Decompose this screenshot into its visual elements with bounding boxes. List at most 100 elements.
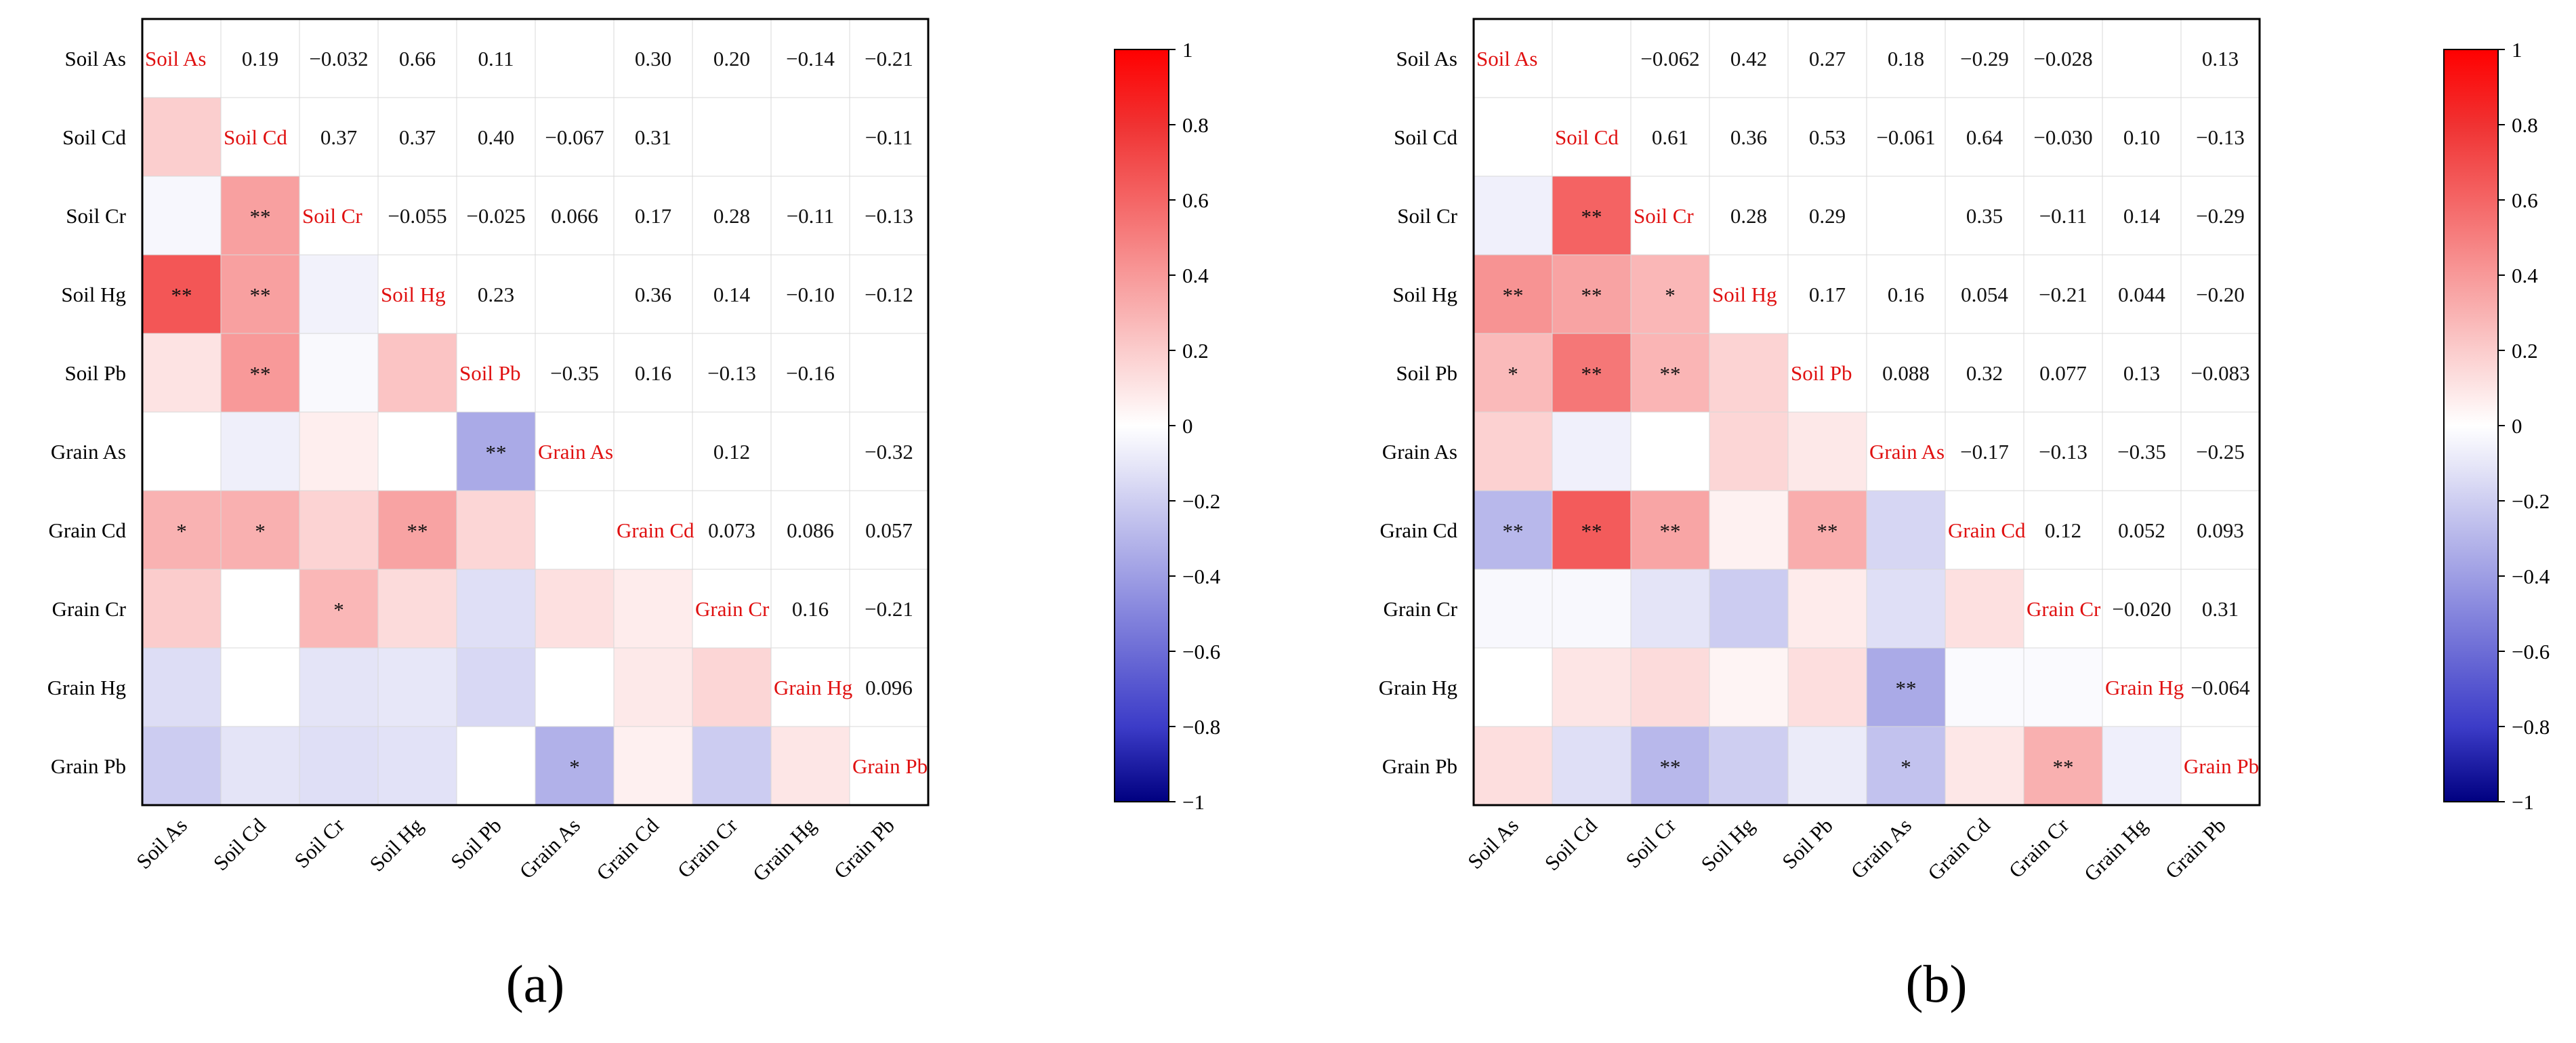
- panel-b-cell-grain-pb-soil-cd: [1552, 726, 1632, 806]
- panel-a-cell-grain-hg-grain-as: [535, 647, 615, 727]
- panel-a-value-soil-hg-grain-hg: −0.10: [786, 283, 835, 306]
- panel-a-col-label-soil-as: Soil As: [131, 813, 192, 874]
- panel-a-value-soil-cr-grain-as: 0.066: [551, 204, 598, 228]
- panel-a-cell-grain-hg-soil-cr: [299, 647, 379, 727]
- panel-b-row-label-grain-cd: Grain Cd: [1379, 518, 1457, 542]
- panel-a-value-grain-as-grain-cr: 0.12: [713, 440, 750, 464]
- panel-b-significance-grain-cd-soil-cd: **: [1581, 519, 1602, 543]
- panel-b-row-label-grain-pb: Grain Pb: [1382, 754, 1457, 778]
- panel-b-value-grain-as-grain-pb: −0.25: [2196, 440, 2245, 464]
- cbar-a-tick-label: 1: [1182, 38, 1193, 62]
- panel-b-value-soil-cr-grain-cr: −0.11: [2039, 204, 2087, 228]
- panel-b-col-label-grain-cr: Grain Cr: [2004, 813, 2074, 883]
- cbar-b-tick-label: 0.6: [2512, 188, 2538, 212]
- panel-b-value-soil-hg-grain-pb: −0.20: [2196, 283, 2245, 306]
- panel-a-value-grain-hg-grain-pb: 0.096: [865, 676, 913, 699]
- panel-b-value-soil-cd-soil-hg: 0.36: [1730, 125, 1767, 149]
- panel-a-cell-grain-hg-soil-cd: [220, 647, 300, 727]
- panel-a-row-label-soil-cr: Soil Cr: [66, 204, 126, 228]
- panel-b-cell-grain-pb-soil-cr: [1630, 726, 1710, 806]
- cbar-b-tick-label: 0.4: [2512, 264, 2538, 287]
- panel-b-cell-grain-hg-soil-cr: [1630, 647, 1710, 727]
- panel-b-diagonal-label-grain-pb: Grain Pb: [2184, 754, 2259, 778]
- panel-a-cell-soil-pb-soil-hg: [377, 333, 457, 413]
- panel-a-cell-grain-hg-soil-pb: [456, 647, 536, 727]
- cbar-a-tick-label: −0.4: [1182, 565, 1221, 588]
- panel-a-significance-soil-cr-soil-cd: **: [250, 205, 271, 228]
- panel-a-cell-soil-hg-soil-cr: [299, 254, 379, 334]
- panel-b-value-grain-cd-grain-cr: 0.12: [2045, 518, 2081, 542]
- panel-a-col-label-grain-pb: Grain Pb: [829, 813, 899, 883]
- panel-a-value-soil-cd-grain-cd: 0.31: [635, 125, 671, 149]
- panel-a-cell-grain-pb-grain-as: [535, 726, 615, 806]
- panel-a-value-soil-cd-soil-pb: 0.40: [478, 125, 514, 149]
- cbar-a-tick-label: 0.6: [1182, 188, 1209, 212]
- panel-b-value-grain-cr-grain-pb: 0.31: [2202, 597, 2239, 621]
- panel-a-cell-soil-pb-soil-as: [142, 333, 222, 413]
- panel-b-col-label-soil-hg: Soil Hg: [1697, 813, 1759, 876]
- panel-a-cell-grain-pb-grain-cr: [692, 726, 772, 806]
- panel-b-col-label-soil-pb: Soil Pb: [1777, 813, 1837, 874]
- cbar-b-tick-label: −0.4: [2512, 565, 2550, 588]
- panel-b-cell-grain-pb-soil-pb: [1787, 726, 1867, 806]
- panel-b-row-label-soil-hg: Soil Hg: [1392, 283, 1457, 306]
- panel-b-value-soil-hg-grain-hg: 0.044: [2118, 283, 2165, 306]
- panel-b-row-label-soil-cr: Soil Cr: [1397, 204, 1457, 228]
- panel-b-frame: [1472, 18, 2261, 806]
- panel-a-diagonal-label-grain-cd: Grain Cd: [617, 518, 694, 542]
- panel-a-cell-grain-cd-grain-as: [535, 490, 615, 570]
- panel-a-cell-grain-pb-soil-cd: [220, 726, 300, 806]
- panel-b-significance-grain-pb-grain-as: *: [1900, 755, 1911, 779]
- panel-a-row-label-grain-cr: Grain Cr: [52, 597, 127, 621]
- cbar-a-tick-label: 0: [1182, 414, 1193, 438]
- cbar-a-tick-label: 0.2: [1182, 339, 1209, 363]
- cbar-b-tick-label: −1: [2512, 790, 2534, 814]
- panel-a-value-soil-pb-grain-hg: −0.16: [786, 361, 835, 385]
- panel-b-diagonal-label-soil-as: Soil As: [1476, 47, 1537, 70]
- panel-b-col-label-grain-pb: Grain Pb: [2161, 813, 2230, 883]
- panel-a-cell-grain-cr-grain-as: [535, 569, 615, 649]
- panel-b-diagonal-label-soil-cr: Soil Cr: [1634, 204, 1694, 228]
- panel-a-significance-grain-cd-soil-as: *: [176, 519, 187, 543]
- panel-a-significance-soil-pb-soil-cd: **: [250, 362, 271, 386]
- panel-a-value-soil-cr-soil-hg: −0.055: [388, 204, 446, 228]
- panel-a-col-label-soil-pb: Soil Pb: [446, 813, 506, 874]
- panel-a-value-soil-pb-grain-as: −0.35: [550, 361, 599, 385]
- panel-b-cell-grain-hg-soil-pb: [1787, 647, 1867, 727]
- panel-a-value-soil-hg-grain-pb: −0.12: [865, 283, 913, 306]
- panel-a-value-soil-cd-grain-pb: −0.11: [865, 125, 913, 149]
- panel-b-value-soil-cd-grain-cr: −0.030: [2033, 125, 2092, 149]
- panel-a-significance-grain-cd-soil-cd: *: [255, 519, 266, 543]
- panel-b-value-soil-cr-grain-hg: 0.14: [2123, 204, 2161, 228]
- cbar-a-tick-label: −0.2: [1182, 489, 1220, 513]
- panel-a-cell-grain-as-soil-hg: [377, 411, 457, 491]
- panel-a-significance-grain-as-soil-pb: **: [486, 441, 507, 464]
- cbar-b-tick-label: −0.2: [2512, 489, 2550, 513]
- panel-b-diagonal-label-grain-cr: Grain Cr: [2027, 597, 2101, 621]
- panel-b-value-soil-cr-grain-cd: 0.35: [1966, 204, 2003, 228]
- panel-b-cell-grain-pb-soil-as: [1473, 726, 1553, 806]
- panel-a-value-soil-cr-soil-pb: −0.025: [466, 204, 525, 228]
- panel-b-significance-soil-hg-soil-cd: **: [1581, 283, 1602, 307]
- panel-b-cell-grain-as-soil-cr: [1630, 411, 1710, 491]
- cbar-a-tick-label: −1: [1182, 790, 1205, 814]
- panel-a-value-soil-as-soil-hg: 0.66: [399, 47, 436, 70]
- panel-b-value-grain-cd-grain-pb: 0.093: [2197, 518, 2244, 542]
- panel-a-row-label-grain-cd: Grain Cd: [48, 518, 126, 542]
- panel-a-cell-grain-cr-soil-hg: [377, 569, 457, 649]
- panel-a-cell-soil-hg-soil-as: [142, 254, 222, 334]
- panel-b-significance-soil-cr-soil-cd: **: [1581, 205, 1602, 228]
- panel-b-col-label-grain-hg: Grain Hg: [2079, 813, 2152, 886]
- panel-a-cell-grain-hg-grain-cd: [613, 647, 693, 727]
- panel-b-value-soil-pb-grain-hg: 0.13: [2123, 361, 2160, 385]
- panel-b-value-soil-cd-soil-pb: 0.53: [1809, 125, 1846, 149]
- panel-a-diagonal-label-soil-hg: Soil Hg: [381, 283, 446, 306]
- panel-a-value-soil-hg-grain-cr: 0.14: [713, 283, 751, 306]
- panel-a-cell-grain-cd-soil-pb: [456, 490, 536, 570]
- panel-a-cell-grain-hg-grain-cr: [692, 647, 772, 727]
- panel-b-cell-soil-cr-soil-as: [1473, 176, 1553, 255]
- panel-a-value-soil-cd-grain-as: −0.067: [545, 125, 604, 149]
- panel-a-cell-grain-as-soil-cr: [299, 411, 379, 491]
- panel-a-value-soil-as-grain-pb: −0.21: [865, 47, 913, 70]
- panel-b-colorbar: 1 0.8 0.6 0.4 0.2 0 −0.2 −0.4 −0.6 −0.8 −1: [2443, 38, 2550, 814]
